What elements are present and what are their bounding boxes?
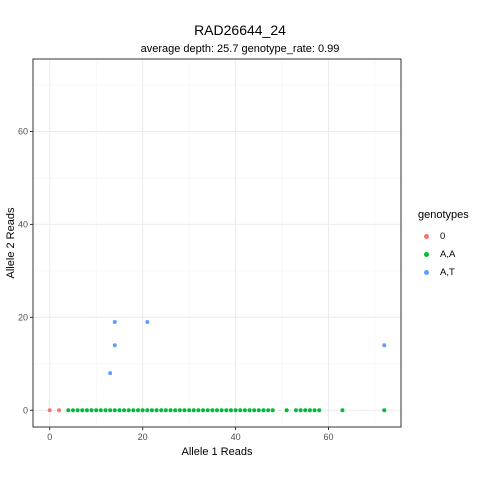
data-points [47,319,387,413]
data-point [94,408,99,413]
data-point [98,408,103,413]
chart-subtitle: average depth: 25.7 genotype_rate: 0.99 [140,43,340,55]
data-point [270,408,275,413]
data-point [145,408,150,413]
data-point [66,408,71,413]
y-tick-label: 40 [18,219,28,229]
data-point [247,408,252,413]
y-tick-label: 60 [18,126,28,136]
data-point [145,319,150,324]
data-point [112,408,117,413]
data-point [233,408,238,413]
data-point [284,408,289,413]
data-point [103,408,108,413]
data-point [201,408,206,413]
data-point [112,319,117,324]
y-axis-label: Allele 2 Reads [5,207,17,278]
data-point [173,408,178,413]
data-point [80,408,85,413]
x-axis: 0 20 40 60 [47,427,334,442]
data-point [47,408,52,413]
minor-gridlines [33,59,401,427]
data-point [163,408,168,413]
data-point [205,408,210,413]
legend-label: 0 [440,230,446,242]
panel-border [32,58,402,428]
data-point [84,408,89,413]
data-point [303,408,308,413]
legend-label: A,T [440,266,455,278]
y-tick-label: 0 [23,405,28,415]
data-point [242,408,247,413]
data-point [112,343,117,348]
data-point [131,408,136,413]
legend-key [418,264,434,280]
legend-swatch [424,270,429,275]
data-point [117,408,122,413]
data-point [136,408,141,413]
data-point [298,408,303,413]
data-point [122,408,127,413]
legend-items: 0 A,A A,T [418,227,469,281]
legend-swatch [424,252,429,257]
chart-title: RAD26644_24 [194,22,286,38]
data-point [108,408,113,413]
data-point [340,408,345,413]
data-point [187,408,192,413]
x-tick-label: 20 [138,432,148,442]
legend: genotypes 0 A,A A,T [418,209,469,281]
data-point [312,408,317,413]
data-point [57,408,62,413]
data-point [177,408,182,413]
data-point [215,408,219,413]
data-point [219,408,224,413]
data-point [210,408,215,413]
data-point [108,371,113,376]
data-point [382,408,387,413]
data-point [261,408,266,413]
legend-key [418,228,434,244]
legend-swatch [424,234,429,239]
data-point [75,408,80,413]
data-point [317,408,322,413]
data-point [126,408,131,413]
legend-key [418,246,434,262]
data-point [228,408,233,413]
data-point [140,408,145,413]
x-tick-label: 60 [324,432,334,442]
data-point [224,408,229,413]
x-axis-label: Allele 1 Reads [182,446,253,458]
y-tick-label: 20 [18,312,28,322]
legend-label: A,A [440,248,456,260]
data-point [238,408,243,413]
data-point [252,408,257,413]
data-point [196,408,201,413]
panel-background [33,59,401,427]
data-point [182,408,187,413]
legend-item: A,T [418,263,469,281]
data-point [293,408,298,413]
data-point [256,408,261,413]
legend-item: A,A [418,245,469,263]
x-tick-label: 40 [231,432,241,442]
data-point [382,343,387,348]
y-axis: 0 20 40 60 [18,126,33,415]
data-point [307,408,312,413]
x-tick-label: 0 [47,432,52,442]
data-point [89,408,94,413]
data-point [191,408,196,413]
data-point [266,408,271,413]
data-point [159,408,164,413]
data-point [168,408,173,413]
data-point [154,408,159,413]
legend-item: 0 [418,227,469,245]
data-point [149,408,154,413]
data-point [70,408,75,413]
legend-title: genotypes [418,209,469,221]
